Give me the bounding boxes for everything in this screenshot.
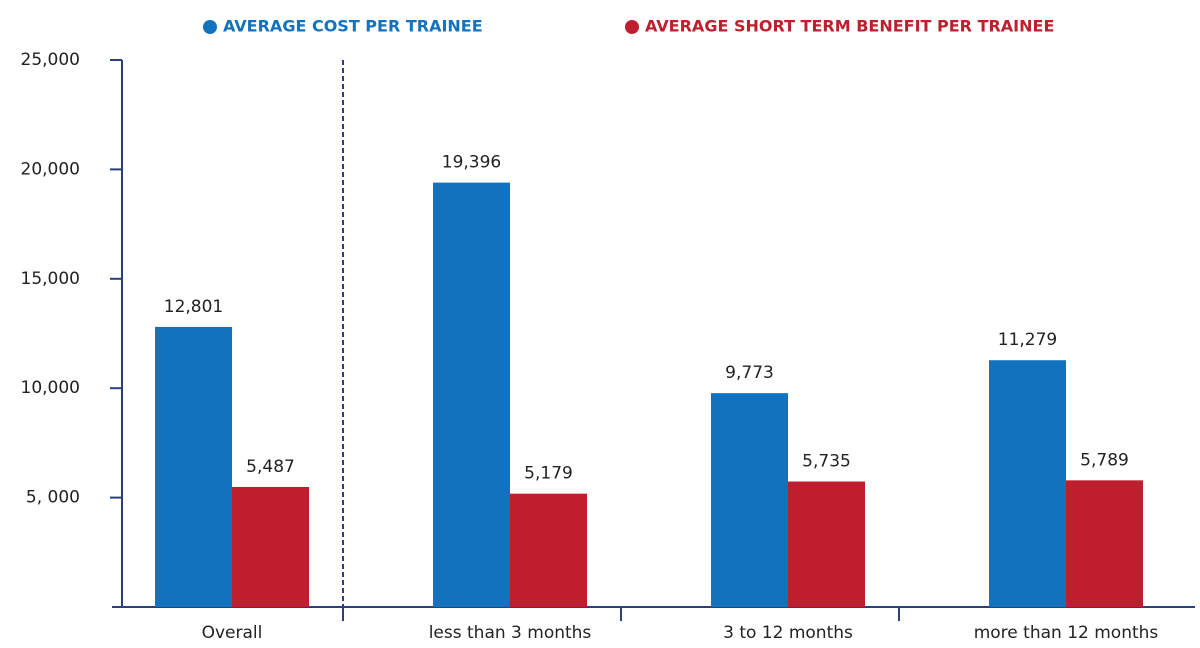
bar [1066, 480, 1143, 607]
y-tick-label: 25,000 [21, 50, 80, 70]
y-tick-label: 5, 000 [26, 488, 80, 508]
value-label: 5,735 [802, 452, 851, 472]
legend-label: AVERAGE SHORT TERM BENEFIT PER TRAINEE [645, 17, 1054, 36]
x-tick-label: 3 to 12 months [723, 623, 853, 643]
bar [711, 393, 788, 607]
value-label: 5,487 [246, 457, 295, 477]
value-label: 5,789 [1080, 450, 1129, 470]
y-tick-label: 10,000 [21, 378, 80, 398]
value-label: 5,179 [524, 464, 573, 484]
bar [232, 486, 309, 607]
value-label: 19,396 [442, 153, 501, 173]
value-label: 11,279 [998, 330, 1057, 350]
y-tick-label: 20,000 [21, 159, 80, 179]
legend-marker [625, 20, 639, 34]
x-tick-label: less than 3 months [429, 623, 592, 643]
value-label: 9,773 [725, 363, 774, 383]
y-tick-label: 15,000 [21, 269, 80, 289]
bar [155, 326, 232, 607]
legend-marker [203, 20, 217, 34]
x-tick-label: Overall [202, 623, 263, 643]
bar [510, 493, 587, 607]
value-label: 12,801 [164, 297, 223, 317]
bar [433, 182, 510, 607]
bar [989, 360, 1066, 607]
bar [788, 481, 865, 607]
legend-label: AVERAGE COST PER TRAINEE [223, 17, 483, 36]
x-tick-label: more than 12 months [974, 623, 1159, 643]
